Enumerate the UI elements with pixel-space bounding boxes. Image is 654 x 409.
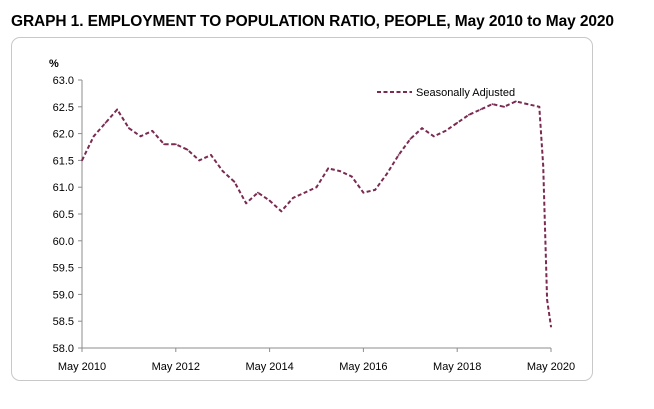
data-point: [127, 127, 130, 130]
y-axis-unit-label: %: [49, 58, 59, 70]
data-point: [233, 180, 236, 183]
data-point: [546, 298, 548, 301]
data-point: [350, 175, 353, 178]
y-tick-label: 58.5: [53, 316, 74, 328]
data-point: [210, 154, 212, 156]
chart-frame: [11, 37, 593, 381]
data-point: [280, 210, 283, 213]
data-point: [257, 191, 259, 194]
data-point: [479, 108, 482, 111]
data-point: [444, 130, 447, 132]
y-tick-label: 62.0: [53, 129, 74, 141]
data-point: [327, 167, 330, 170]
series-line-0: [81, 100, 552, 327]
data-point: [386, 172, 388, 175]
data-point: [139, 135, 142, 138]
data-point: [550, 325, 552, 328]
data-point: [409, 138, 412, 140]
data-point: [526, 103, 529, 105]
data-point: [503, 105, 505, 108]
chart-title: GRAPH 1. EMPLOYMENT TO POPULATION RATIO,…: [11, 13, 614, 30]
x-tick-label: May 2018: [433, 361, 481, 373]
x-tick-label: May 2016: [339, 361, 387, 373]
y-tick-label: 63.0: [53, 75, 74, 87]
data-point: [92, 135, 95, 138]
legend-label: Seasonally Adjusted: [416, 87, 515, 99]
data-point: [303, 191, 306, 194]
data-point: [538, 105, 541, 108]
data-point: [116, 108, 119, 111]
y-tick-label: 61.0: [53, 182, 74, 194]
y-tick-label: 58.0: [53, 343, 74, 355]
y-tick-label: 61.5: [53, 155, 74, 167]
y-tick-label: 59.0: [53, 289, 74, 301]
data-point: [542, 164, 545, 167]
data-point: [421, 127, 423, 130]
x-tick-label: May 2012: [152, 361, 200, 373]
data-point: [315, 186, 318, 189]
y-tick-label: 60.5: [53, 209, 74, 221]
data-point: [186, 148, 189, 151]
data-point: [514, 100, 517, 103]
y-tick-label: 60.0: [53, 236, 74, 248]
data-point: [198, 159, 201, 162]
data-point: [456, 122, 459, 124]
y-tick-label: 62.5: [53, 102, 74, 114]
data-point: [268, 199, 271, 202]
data-point: [362, 191, 365, 194]
data-point: [245, 202, 248, 205]
data-point: [221, 170, 224, 173]
x-tick-label: May 2020: [527, 361, 575, 373]
data-point: [151, 130, 154, 132]
y-tick-label: 59.5: [53, 263, 74, 275]
x-tick-label: May 2010: [58, 361, 106, 373]
data-point: [491, 103, 494, 105]
data-point: [468, 113, 470, 116]
data-point: [104, 122, 107, 124]
data-point: [292, 197, 294, 199]
data-point: [397, 154, 400, 156]
data-point: [432, 135, 435, 138]
data-point: [163, 143, 166, 146]
data-point: [339, 170, 341, 173]
data-point: [374, 189, 376, 191]
x-tick-label: May 2014: [245, 361, 293, 373]
data-point: [81, 159, 83, 162]
data-point: [174, 143, 177, 146]
